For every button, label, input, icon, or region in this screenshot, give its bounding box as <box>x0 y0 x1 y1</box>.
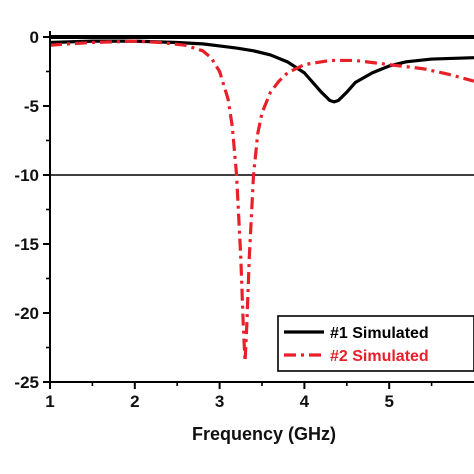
series-line-2 <box>50 39 474 363</box>
x-tick-label: 3 <box>215 392 224 411</box>
x-axis-ticks: 1 2 3 4 5 <box>45 382 433 411</box>
legend: #1 Simulated #2 Simulated <box>277 315 474 372</box>
legend-box <box>277 315 474 372</box>
y-tick-label: -25 <box>14 373 39 392</box>
x-axis-label: Frequency (GHz) <box>192 424 336 444</box>
x-tick-label: 2 <box>130 392 139 411</box>
series-layer <box>50 39 474 363</box>
legend-label-1: #1 Simulated <box>330 325 429 342</box>
y-tick-label: -20 <box>14 304 39 323</box>
reference-lines <box>50 35 474 176</box>
y-tick-label: -10 <box>14 166 39 185</box>
y-tick-label: 0 <box>30 28 39 47</box>
x-tick-label: 5 <box>384 392 393 411</box>
y-tick-label: -15 <box>14 235 39 254</box>
y-tick-label: -5 <box>24 97 39 116</box>
y-axis-ticks: 0 -5 -10 -15 -20 -25 <box>14 28 50 392</box>
legend-label-2: #2 Simulated <box>330 348 429 365</box>
x-tick-label: 4 <box>300 392 310 411</box>
x-tick-label: 1 <box>45 392 54 411</box>
series-line-1 <box>50 39 474 104</box>
